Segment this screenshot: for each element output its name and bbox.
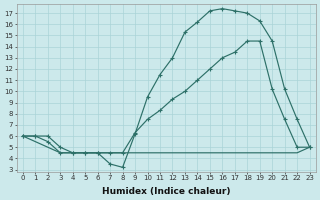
X-axis label: Humidex (Indice chaleur): Humidex (Indice chaleur) <box>102 187 230 196</box>
